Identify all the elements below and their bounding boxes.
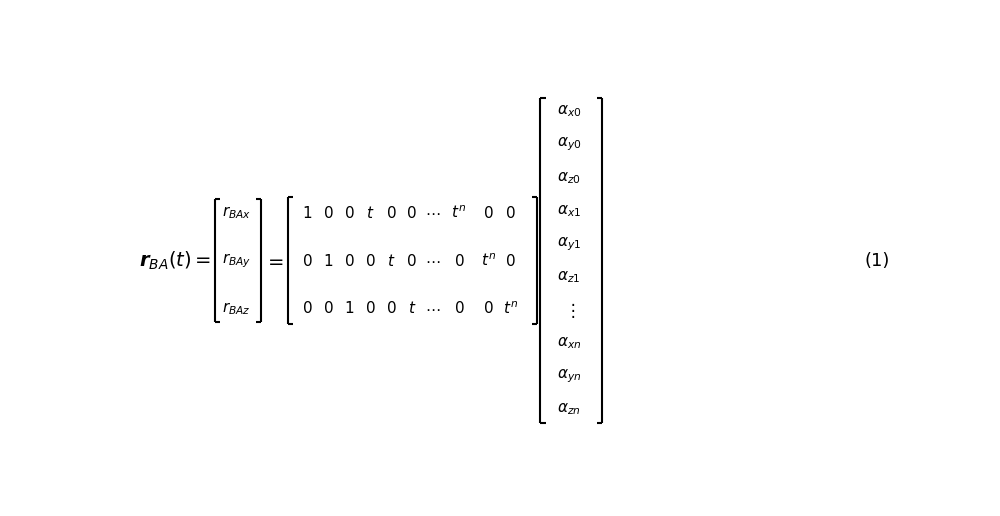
Text: $t^{n}$: $t^{n}$: [451, 204, 467, 221]
Text: $\alpha_{x1}$: $\alpha_{x1}$: [557, 203, 581, 219]
Text: $=$: $=$: [264, 251, 284, 270]
Text: $\alpha_{y0}$: $\alpha_{y0}$: [557, 136, 581, 153]
Text: $\alpha_{yn}$: $\alpha_{yn}$: [557, 368, 581, 385]
Text: $\alpha_{z0}$: $\alpha_{z0}$: [557, 170, 581, 186]
Text: $1$: $1$: [302, 205, 312, 221]
Text: $0$: $0$: [483, 300, 494, 316]
Text: $\boldsymbol{r}_{BA}(t)=$: $\boldsymbol{r}_{BA}(t)=$: [139, 249, 211, 272]
Text: $0$: $0$: [302, 252, 312, 269]
Text: $0$: $0$: [483, 205, 494, 221]
Text: $t$: $t$: [366, 205, 374, 221]
Text: $\alpha_{zn}$: $\alpha_{zn}$: [557, 402, 581, 417]
Text: $0$: $0$: [454, 300, 464, 316]
Text: $0$: $0$: [505, 252, 515, 269]
Text: $0$: $0$: [454, 252, 464, 269]
Text: $\alpha_{y1}$: $\alpha_{y1}$: [557, 235, 581, 253]
Text: $0$: $0$: [365, 252, 375, 269]
Text: $\cdots$: $\cdots$: [425, 205, 440, 220]
Text: $1$: $1$: [344, 300, 354, 316]
Text: $\alpha_{z1}$: $\alpha_{z1}$: [557, 269, 581, 285]
Text: $0$: $0$: [365, 300, 375, 316]
Text: $0$: $0$: [344, 252, 354, 269]
Text: $0$: $0$: [344, 205, 354, 221]
Text: $\alpha_{xn}$: $\alpha_{xn}$: [557, 335, 581, 351]
Text: $t^{n}$: $t^{n}$: [481, 252, 496, 269]
Text: (1): (1): [864, 252, 889, 269]
Text: $0$: $0$: [323, 205, 333, 221]
Text: $r_{BAy}$: $r_{BAy}$: [222, 251, 251, 270]
Text: $\cdots$: $\cdots$: [425, 301, 440, 316]
Text: $\alpha_{x0}$: $\alpha_{x0}$: [557, 104, 581, 119]
Text: $\cdots$: $\cdots$: [425, 253, 440, 268]
Text: $\vdots$: $\vdots$: [564, 301, 575, 320]
Text: $0$: $0$: [406, 205, 417, 221]
Text: $r_{BAz}$: $r_{BAz}$: [222, 300, 251, 317]
Text: $0$: $0$: [302, 300, 312, 316]
Text: $t$: $t$: [408, 300, 416, 316]
Text: $r_{BAx}$: $r_{BAx}$: [222, 204, 251, 221]
Text: $0$: $0$: [386, 300, 396, 316]
Text: $t^{n}$: $t^{n}$: [503, 300, 518, 317]
Text: $1$: $1$: [323, 252, 333, 269]
Text: $0$: $0$: [505, 205, 515, 221]
Text: $0$: $0$: [323, 300, 333, 316]
Text: $0$: $0$: [386, 205, 396, 221]
Text: $t$: $t$: [387, 252, 395, 269]
Text: $0$: $0$: [406, 252, 417, 269]
